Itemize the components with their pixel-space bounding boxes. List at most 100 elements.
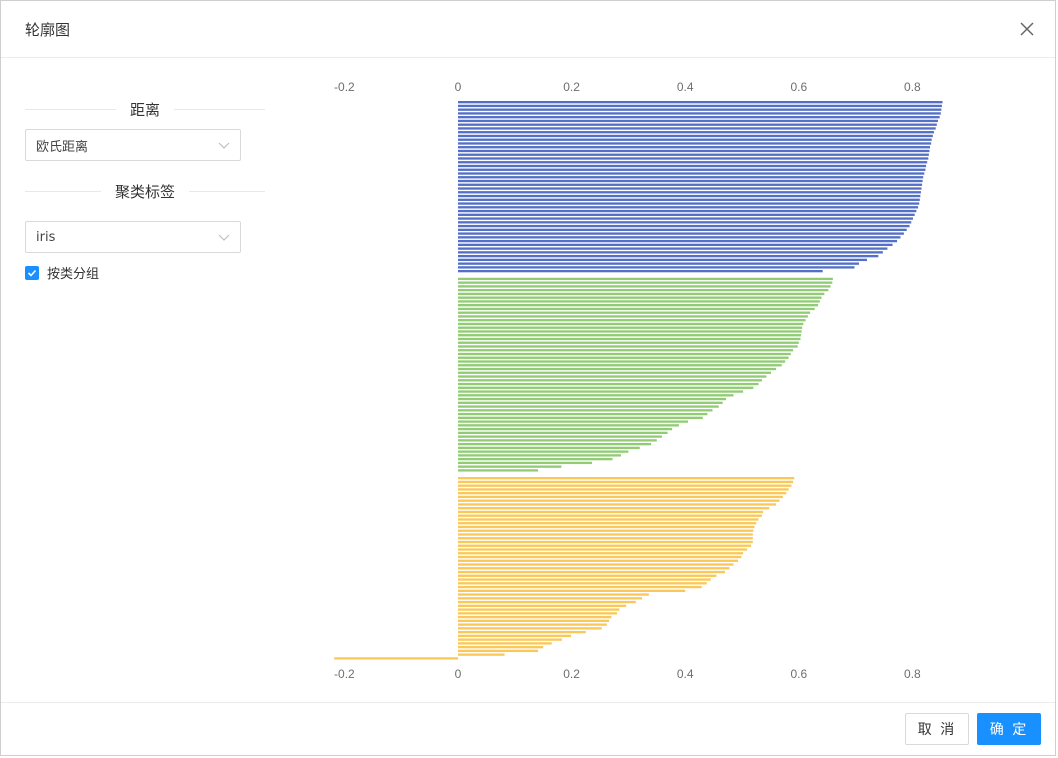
cluster-label-select[interactable]: iris — [25, 221, 241, 253]
silhouette-bar — [458, 153, 929, 156]
silhouette-bar — [458, 627, 602, 630]
silhouette-bar — [458, 236, 901, 239]
silhouette-bar — [458, 537, 753, 540]
silhouette-bar — [458, 202, 920, 205]
silhouette-bar — [458, 420, 689, 423]
silhouette-bar — [458, 228, 907, 232]
silhouette-bar — [458, 454, 622, 457]
silhouette-bar — [458, 465, 562, 468]
silhouette-bar — [458, 281, 833, 284]
silhouette-bar — [458, 116, 940, 119]
silhouette-bar — [458, 409, 713, 412]
silhouette-bar — [458, 642, 552, 645]
silhouette-bar — [458, 127, 936, 130]
silhouette-bar — [458, 619, 610, 623]
silhouette-bar — [458, 559, 739, 562]
silhouette-bar — [458, 612, 618, 615]
silhouette-bar — [458, 360, 786, 363]
x-tick-label-top: 0.8 — [904, 80, 921, 94]
silhouette-bar — [458, 457, 613, 461]
silhouette-bar — [458, 164, 927, 168]
silhouette-bar — [458, 442, 652, 446]
silhouette-bar — [458, 112, 941, 115]
silhouette-bar — [458, 593, 649, 596]
silhouette-bar — [458, 304, 819, 307]
dialog-title: 轮廓图 — [25, 21, 71, 39]
silhouette-bar — [458, 104, 942, 108]
silhouette-bar — [458, 352, 791, 356]
distance-select[interactable]: 欧氏距离 — [25, 129, 241, 161]
divider-line — [25, 190, 101, 192]
x-tick-label-top: 0.2 — [563, 80, 580, 94]
x-tick-label-bottom: 0.2 — [563, 667, 580, 681]
silhouette-bar — [458, 311, 811, 314]
silhouette-bar — [458, 326, 803, 329]
silhouette-bar — [458, 435, 662, 438]
silhouette-bar — [458, 157, 929, 160]
settings-panel: 距离 欧氏距离 聚类标签 iris 按类分组 — [25, 57, 266, 282]
cancel-button[interactable]: 取 消 — [905, 713, 969, 745]
silhouette-bar — [458, 401, 723, 404]
close-icon[interactable] — [1017, 19, 1037, 39]
silhouette-bar — [458, 507, 770, 510]
silhouette-bar — [458, 183, 923, 186]
silhouette-bar — [334, 657, 458, 660]
silhouette-bar — [458, 345, 798, 348]
silhouette-bar — [458, 379, 762, 382]
silhouette-bar — [458, 224, 910, 228]
silhouette-bar — [458, 585, 702, 589]
silhouette-bar — [458, 243, 893, 247]
silhouette-bar — [458, 563, 734, 566]
silhouette-bar — [458, 548, 748, 551]
silhouette-bar — [458, 191, 921, 194]
silhouette-bar — [458, 510, 764, 514]
silhouette-bar — [458, 146, 931, 149]
distance-section-title: 距离 — [25, 97, 266, 121]
silhouette-bar — [458, 382, 759, 386]
silhouette-bar — [458, 653, 505, 656]
silhouette-bar — [458, 101, 943, 104]
silhouette-bar — [458, 492, 787, 495]
silhouette-bar — [458, 514, 762, 517]
silhouette-bar — [458, 108, 942, 111]
silhouette-bar — [458, 649, 539, 653]
silhouette-bar — [458, 540, 753, 544]
x-tick-label-top: 0 — [455, 80, 462, 94]
group-by-class-checkbox[interactable]: 按类分组 — [25, 263, 265, 282]
x-tick-label-top: 0.6 — [790, 80, 807, 94]
silhouette-bar — [458, 217, 913, 220]
silhouette-bar — [458, 412, 708, 416]
distance-select-value: 欧氏距离 — [36, 139, 89, 155]
silhouette-bar — [458, 315, 808, 318]
silhouette-bar — [458, 247, 888, 250]
silhouette-bar — [458, 296, 822, 299]
silhouette-bar — [458, 198, 920, 201]
silhouette-bar — [458, 570, 725, 574]
divider-line — [174, 108, 266, 110]
silhouette-bar — [458, 285, 831, 288]
silhouette-bar — [458, 645, 544, 649]
silhouette-bar — [458, 495, 783, 499]
silhouette-bar — [458, 364, 782, 367]
silhouette-bar — [458, 397, 727, 401]
silhouette-bar — [458, 582, 707, 585]
silhouette-bar — [458, 349, 794, 352]
silhouette-bar — [458, 638, 562, 641]
silhouette-bar — [458, 484, 792, 487]
silhouette-bar — [458, 194, 921, 198]
silhouette-bar — [458, 488, 789, 491]
silhouette-bar — [458, 499, 780, 502]
confirm-button[interactable]: 确 定 — [977, 713, 1041, 745]
checkbox-checked-icon[interactable] — [25, 265, 39, 280]
silhouette-bar — [458, 552, 744, 555]
silhouette-bar — [458, 138, 932, 141]
silhouette-bar — [458, 239, 898, 243]
silhouette-bar — [458, 119, 938, 123]
check-icon — [27, 269, 37, 277]
label-section-title: 聚类标签 — [25, 179, 266, 203]
distance-section-label: 距离 — [130, 100, 161, 119]
silhouette-bar — [458, 555, 742, 559]
silhouette-bar — [458, 341, 799, 344]
silhouette-bar — [458, 574, 717, 577]
